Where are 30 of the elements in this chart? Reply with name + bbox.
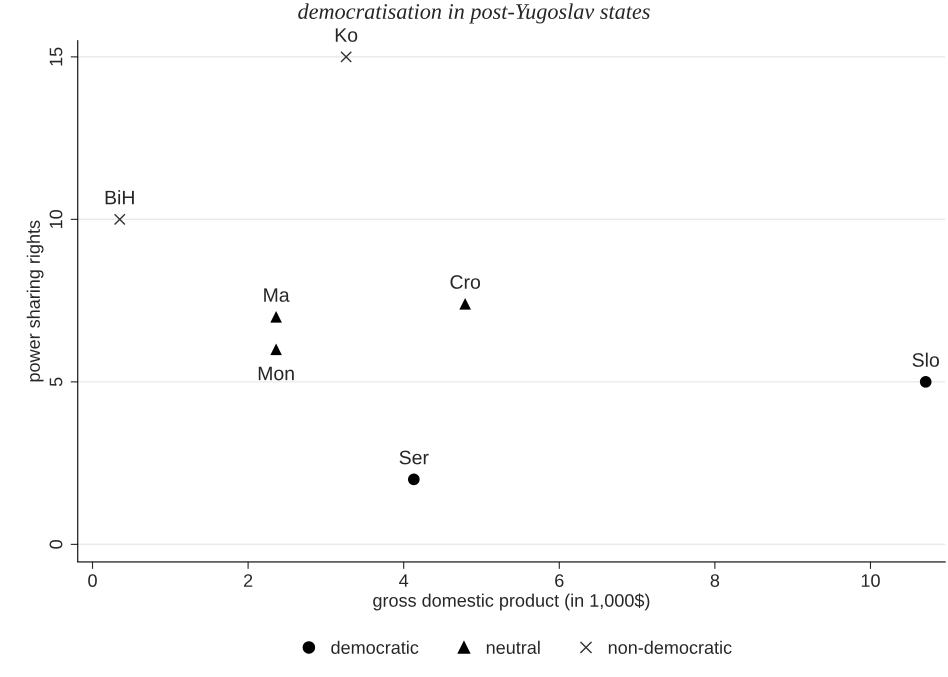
point — [459, 298, 471, 310]
chart-title: democratisation in post-Yugoslav states — [298, 3, 650, 24]
x-tick-label: 6 — [555, 574, 564, 587]
x-axis-title: gross domestic product (in 1,000$) — [373, 593, 650, 610]
point — [270, 311, 282, 323]
x-tick-label: 0 — [88, 574, 97, 587]
x-tick-label: 10 — [862, 574, 880, 587]
point — [408, 474, 420, 486]
annotation: Cro — [450, 275, 480, 289]
point — [270, 344, 282, 356]
annotation: Ma — [264, 288, 290, 302]
annotation: Ser — [400, 450, 429, 464]
y-tick-label: 10 — [50, 210, 62, 228]
point — [114, 214, 126, 226]
y-axis-title: power sharing rights — [26, 220, 44, 382]
legend-label: neutral — [486, 640, 540, 654]
x-tick-label: 8 — [710, 574, 720, 587]
annotation: Mon — [258, 366, 294, 380]
x-tick-label: 4 — [399, 574, 408, 587]
point — [340, 51, 352, 63]
y-tick-label: 0 — [50, 540, 62, 549]
legend-label: non-democratic — [608, 640, 732, 654]
point — [920, 376, 932, 388]
y-tick-label: 15 — [50, 48, 62, 66]
annotation: Ko — [336, 28, 358, 42]
legend-label: democratic — [331, 640, 418, 654]
annotation: Slo — [912, 352, 939, 367]
annotation: BiH — [106, 190, 134, 204]
x-tick-label: 2 — [244, 574, 252, 587]
y-tick-label: 5 — [50, 378, 62, 386]
